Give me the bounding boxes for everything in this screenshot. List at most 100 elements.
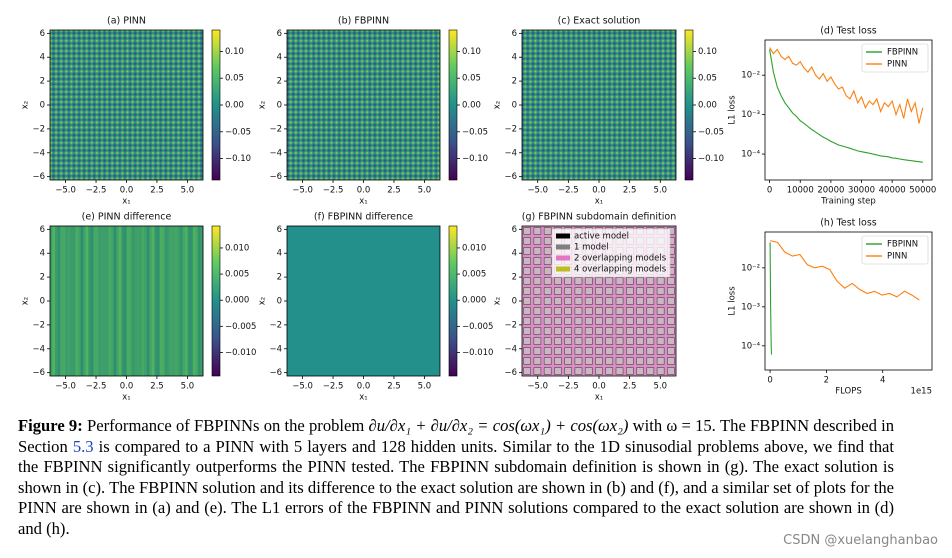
subdomain [523,357,531,365]
x-axis-label: x₁ [122,197,130,207]
subdomain [595,317,603,325]
image-stripe [149,226,153,376]
subdomain [523,337,531,345]
subdomain [533,307,542,315]
image-stripe [146,226,150,376]
colorbar-tick-label: −0.005 [225,322,256,332]
subdomain [523,237,531,245]
x-axis-label: x₁ [359,393,367,403]
caption-text: Performance of FBPINNs on the problem [86,416,365,435]
caption-text: is compared to a PINN with 5 layers and … [18,436,894,538]
image-stripe [167,226,171,376]
x-tick-label: −2.5 [86,186,107,196]
subdomain [626,297,634,305]
subdomain [574,297,583,305]
image-stripe [187,226,191,376]
y-tick-label: 10⁻² [741,71,760,81]
panel-title: (d) Test loss [820,26,877,37]
subdomain [523,327,531,335]
image-stripe [136,226,140,376]
subdomain [543,327,552,335]
legend-box [861,235,929,265]
subdomain [605,337,614,345]
colorbar [684,29,694,181]
subdomain [523,257,531,265]
image-stripe [62,226,66,376]
subdomain [615,307,624,315]
subdomain [656,357,665,365]
image-stripe [190,226,194,376]
subdomain [554,307,562,315]
colorbar-tick-label: −0.05 [462,127,488,137]
section-link[interactable]: 5.3 [72,436,94,456]
image [50,30,203,180]
x-tick-label: −5.0 [55,186,76,196]
y-tick-label: 10⁻⁴ [741,150,760,160]
image-stripe [70,226,74,376]
subdomain [554,287,562,295]
panel-title: (f) FBPINN difference [314,212,413,223]
subdomain [584,297,593,305]
subdomain [615,357,624,365]
subdomain [543,227,552,235]
x-tick-label: 5.0 [654,382,668,392]
legend-label: active model [574,232,629,242]
image-stripe [172,226,176,376]
image-stripe [129,226,132,376]
subdomain [564,357,572,365]
subdomain [533,367,542,375]
image-stripe [141,226,145,376]
subdomain [523,367,531,375]
subdomain [584,307,593,315]
x-tick-label: 0.0 [592,186,606,196]
y-tick-label: −4 [32,344,45,354]
subdomain [543,317,552,325]
subdomain [626,347,634,355]
subdomain [554,367,562,375]
image-stripe [118,226,122,376]
subdomain [564,307,572,315]
subdomain [543,357,552,365]
y-tick-label: 0 [40,101,45,111]
legend-label: 2 overlapping models [574,254,667,264]
subdomain [636,337,644,345]
image-stripe [88,226,92,376]
y-tick-label: 6 [277,29,282,39]
x-tick-label: −2.5 [323,186,344,196]
subdomain [543,307,552,315]
colorbar-tick-label: −0.05 [225,127,251,137]
caption: Figure 9: Performance of FBPINNs on the … [18,416,894,540]
y-axis-label: x₂ [493,101,503,109]
subdomain [646,367,655,375]
y-tick-label: −4 [504,344,517,354]
subdomain [533,267,542,275]
panel-title: (b) FBPINN [338,16,389,27]
subdomain [656,277,665,285]
colorbar [211,29,221,181]
image-stripe [78,226,81,376]
subdomain [523,307,531,315]
y-tick-label: −6 [32,172,45,182]
subdomain [615,297,624,305]
subdomain [533,347,542,355]
y-tick-label: 4 [40,249,45,259]
colorbar-tick-label: 0.010 [462,243,486,253]
subdomain [605,297,614,305]
colorbar-tick-label: 0.005 [225,270,249,280]
subdomain [605,287,614,295]
x-tick-label: 4 [880,376,885,386]
y-tick-label: −2 [269,124,282,134]
y-tick-label: −4 [269,344,282,354]
subdomain [595,297,603,305]
colorbar-tick-label: 0.05 [225,74,244,84]
subdomain [605,357,614,365]
colorbar-tick-label: −0.10 [698,154,724,164]
subdomain [564,337,572,345]
subdomain [646,287,655,295]
legend-box [861,43,929,73]
image-stripe [177,226,181,376]
colorbar-tick-label: −0.10 [225,154,251,164]
subdomain [533,287,542,295]
x-axis-label: x₁ [359,197,367,207]
subdomain [646,297,655,305]
